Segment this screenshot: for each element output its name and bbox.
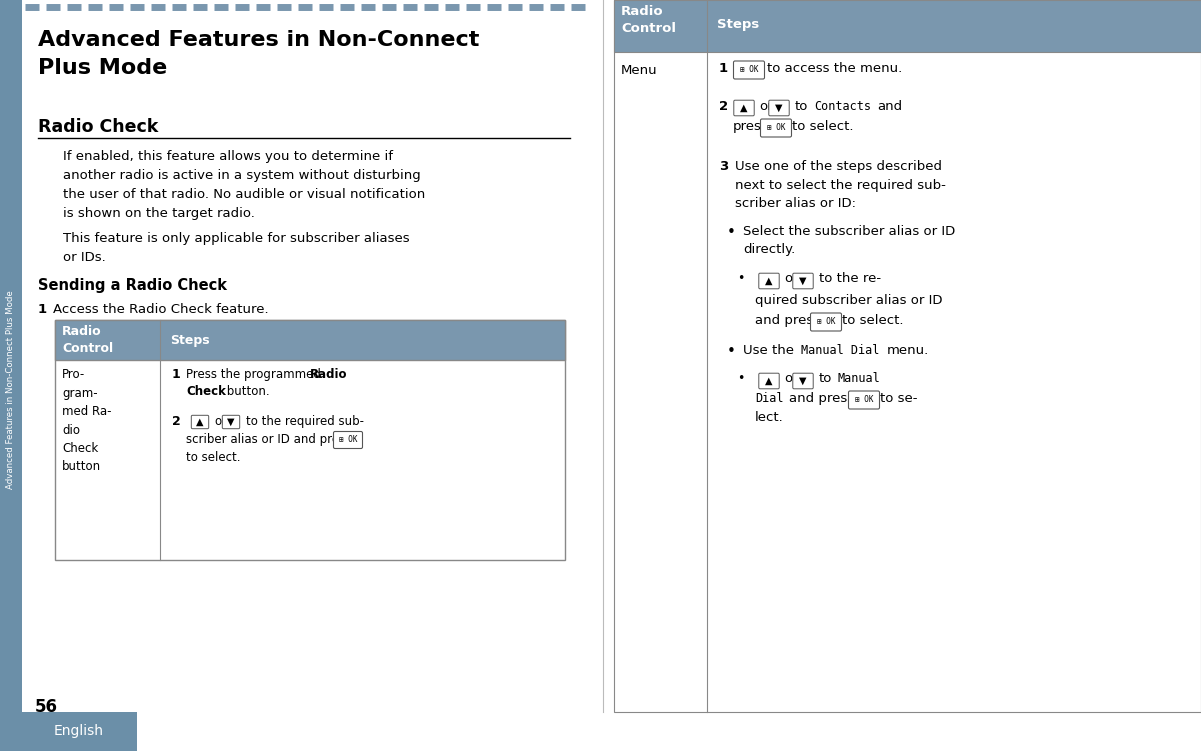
Text: Manual: Manual [837, 372, 880, 385]
Text: •: • [727, 225, 736, 240]
Text: Sending a Radio Check: Sending a Radio Check [38, 278, 227, 293]
Text: and press: and press [755, 314, 820, 327]
Bar [614, 0, 1201, 712]
Text: Advanced Features in Non-Connect Plus Mode: Advanced Features in Non-Connect Plus Mo… [6, 291, 16, 490]
Text: 2: 2 [172, 415, 180, 428]
Bar [614, 0, 1201, 52]
Text: Press the programmed: Press the programmed [186, 368, 324, 381]
FancyBboxPatch shape [760, 119, 791, 137]
Text: ▲: ▲ [765, 276, 772, 286]
Text: Radio: Radio [310, 368, 347, 381]
FancyBboxPatch shape [811, 313, 842, 331]
Text: or: or [784, 272, 797, 285]
Text: ▲: ▲ [740, 103, 748, 113]
Text: English: English [54, 724, 104, 738]
Bar [55, 320, 564, 360]
Text: ⊞ OK: ⊞ OK [339, 436, 357, 445]
Text: Menu: Menu [621, 64, 658, 77]
Text: Steps: Steps [171, 334, 210, 347]
FancyBboxPatch shape [222, 415, 240, 429]
Text: ▲: ▲ [765, 376, 772, 386]
Text: Plus Mode: Plus Mode [38, 58, 167, 78]
Text: and: and [877, 100, 902, 113]
Text: to the required sub-: to the required sub- [246, 415, 364, 428]
Text: ⊞ OK: ⊞ OK [855, 396, 873, 405]
Text: 1: 1 [38, 303, 47, 316]
Text: quired subscriber alias or ID: quired subscriber alias or ID [755, 294, 943, 307]
Text: or: or [759, 100, 772, 113]
Text: •: • [727, 344, 736, 359]
Text: Access the Radio Check feature.: Access the Radio Check feature. [53, 303, 269, 316]
Text: to select.: to select. [186, 451, 240, 464]
Text: ▼: ▼ [799, 276, 807, 286]
FancyBboxPatch shape [191, 415, 209, 429]
Text: ▼: ▼ [799, 376, 807, 386]
Text: to access the menu.: to access the menu. [767, 62, 902, 75]
Text: •: • [737, 272, 745, 285]
Bar [0, 0, 22, 751]
FancyBboxPatch shape [334, 432, 363, 448]
Text: 1: 1 [719, 62, 728, 75]
FancyBboxPatch shape [734, 61, 765, 79]
Text: Select the subscriber alias or ID
directly.: Select the subscriber alias or ID direct… [743, 225, 955, 257]
Text: to select.: to select. [791, 120, 854, 133]
Text: Pro-
gram-
med Ra-
dio
Check
button: Pro- gram- med Ra- dio Check button [62, 368, 112, 473]
FancyBboxPatch shape [848, 391, 879, 409]
Text: and press: and press [789, 392, 854, 405]
Bar [55, 320, 564, 360]
Text: This feature is only applicable for subscriber aliases
or IDs.: This feature is only applicable for subs… [62, 232, 410, 264]
Text: Radio
Control: Radio Control [62, 325, 113, 355]
FancyBboxPatch shape [769, 100, 789, 116]
Text: Use one of the steps described
next to select the required sub-
scriber alias or: Use one of the steps described next to s… [735, 160, 946, 210]
FancyBboxPatch shape [793, 373, 813, 389]
FancyBboxPatch shape [759, 373, 779, 389]
Text: or: or [214, 415, 226, 428]
Text: or: or [784, 372, 797, 385]
Text: ▲: ▲ [196, 417, 204, 427]
Text: 56: 56 [35, 698, 58, 716]
Text: to select.: to select. [842, 314, 903, 327]
Text: ⊞ OK: ⊞ OK [740, 65, 758, 74]
Text: scriber alias or ID and press: scriber alias or ID and press [186, 433, 352, 446]
Text: press: press [733, 120, 769, 133]
Text: Radio Check: Radio Check [38, 118, 159, 136]
Text: 1: 1 [172, 368, 180, 381]
FancyBboxPatch shape [793, 273, 813, 289]
Text: ▼: ▼ [776, 103, 783, 113]
Text: Radio
Control: Radio Control [621, 5, 676, 35]
FancyBboxPatch shape [734, 100, 754, 116]
Text: button.: button. [223, 385, 270, 398]
Bar [55, 320, 564, 560]
FancyBboxPatch shape [759, 273, 779, 289]
Text: ▼: ▼ [227, 417, 234, 427]
Text: to: to [819, 372, 832, 385]
Text: Manual Dial: Manual Dial [801, 344, 879, 357]
Text: to: to [795, 100, 808, 113]
Text: ⊞ OK: ⊞ OK [817, 318, 835, 327]
Bar [614, 0, 1201, 52]
Text: ⊞ OK: ⊞ OK [766, 123, 785, 132]
Text: Check: Check [186, 385, 226, 398]
Text: menu.: menu. [888, 344, 930, 357]
Text: lect.: lect. [755, 411, 784, 424]
Text: Contacts: Contacts [814, 100, 871, 113]
Text: to se-: to se- [880, 392, 918, 405]
Text: 3: 3 [719, 160, 728, 173]
Bar [22, 712, 137, 751]
Text: Use the: Use the [743, 344, 799, 357]
Text: •: • [737, 372, 745, 385]
Text: 2: 2 [719, 100, 728, 113]
Text: Steps: Steps [717, 18, 759, 31]
Text: to the re-: to the re- [819, 272, 882, 285]
Text: If enabled, this feature allows you to determine if
another radio is active in a: If enabled, this feature allows you to d… [62, 150, 425, 220]
Text: Advanced Features in Non-Connect: Advanced Features in Non-Connect [38, 30, 479, 50]
Text: Dial: Dial [755, 392, 783, 405]
